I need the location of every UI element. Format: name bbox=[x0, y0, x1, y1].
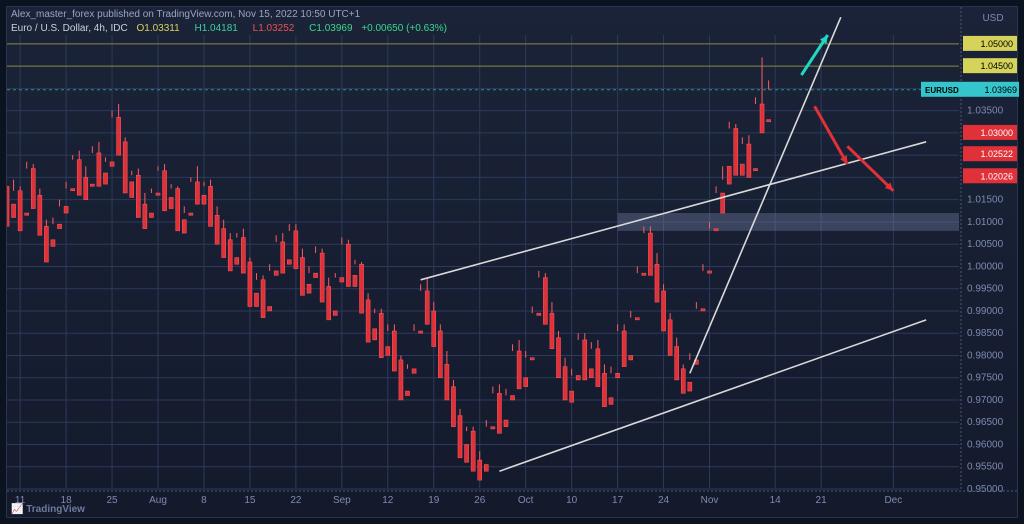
price-tag-value: 1.03000 bbox=[980, 128, 1013, 138]
tradingview-watermark: 📈 TradingView bbox=[11, 504, 85, 515]
x-tick-label: Dec bbox=[884, 495, 902, 506]
y-tick-label: 0.96500 bbox=[967, 417, 1004, 428]
chart-frame: Alex_master_forex published on TradingVi… bbox=[6, 6, 1018, 518]
y-tick-label: 0.95500 bbox=[967, 462, 1004, 473]
x-tick-label: 22 bbox=[290, 495, 302, 506]
x-tick-label: 26 bbox=[474, 495, 486, 506]
y-tick-label: 1.00500 bbox=[967, 239, 1004, 250]
supply-zone bbox=[618, 213, 959, 231]
x-tick-label: 19 bbox=[428, 495, 440, 506]
trend-line bbox=[421, 142, 927, 280]
price-tag-value: 1.02026 bbox=[980, 171, 1013, 181]
y-tick-label: 1.01500 bbox=[967, 195, 1004, 206]
trend-line bbox=[690, 17, 841, 373]
price-tag-symbol: EURUSD bbox=[925, 86, 959, 95]
y-tick-label: 0.98500 bbox=[967, 328, 1004, 339]
y-tick-label: 1.03500 bbox=[967, 106, 1004, 117]
y-tick-label: 0.99000 bbox=[967, 306, 1004, 317]
y-tick-label: 0.95000 bbox=[967, 484, 1004, 495]
x-tick-label: Oct bbox=[518, 495, 534, 506]
currency-label: USD bbox=[982, 13, 1003, 24]
x-tick-label: 21 bbox=[816, 495, 828, 506]
x-tick-label: 17 bbox=[612, 495, 624, 506]
candlestick-chart[interactable]: 1.050001.045001.040001.035001.030001.025… bbox=[7, 7, 1019, 519]
x-tick-label: Aug bbox=[149, 495, 167, 506]
price-tag-value: 1.04500 bbox=[980, 61, 1013, 71]
x-tick-label: 25 bbox=[106, 495, 118, 506]
x-tick-label: 10 bbox=[566, 495, 578, 506]
candlesticks bbox=[7, 57, 771, 480]
price-tag-value: 1.05000 bbox=[980, 39, 1013, 49]
x-tick-label: 14 bbox=[770, 495, 782, 506]
x-tick-label: 8 bbox=[201, 495, 207, 506]
x-tick-label: Sep bbox=[333, 495, 351, 506]
price-tag-value: 1.02522 bbox=[980, 149, 1013, 159]
y-tick-label: 1.01000 bbox=[967, 217, 1004, 228]
y-tick-label: 0.99500 bbox=[967, 284, 1004, 295]
y-tick-label: 0.97500 bbox=[967, 373, 1004, 384]
x-tick-label: Nov bbox=[701, 495, 719, 506]
price-tag-value: 1.03969 bbox=[984, 85, 1017, 95]
x-tick-label: 24 bbox=[658, 495, 670, 506]
x-tick-label: 12 bbox=[382, 495, 394, 506]
y-tick-label: 0.98000 bbox=[967, 350, 1004, 361]
y-tick-label: 0.97000 bbox=[967, 395, 1004, 406]
y-tick-label: 1.00000 bbox=[967, 261, 1004, 272]
x-tick-label: 15 bbox=[244, 495, 256, 506]
y-tick-label: 0.96000 bbox=[967, 439, 1004, 450]
